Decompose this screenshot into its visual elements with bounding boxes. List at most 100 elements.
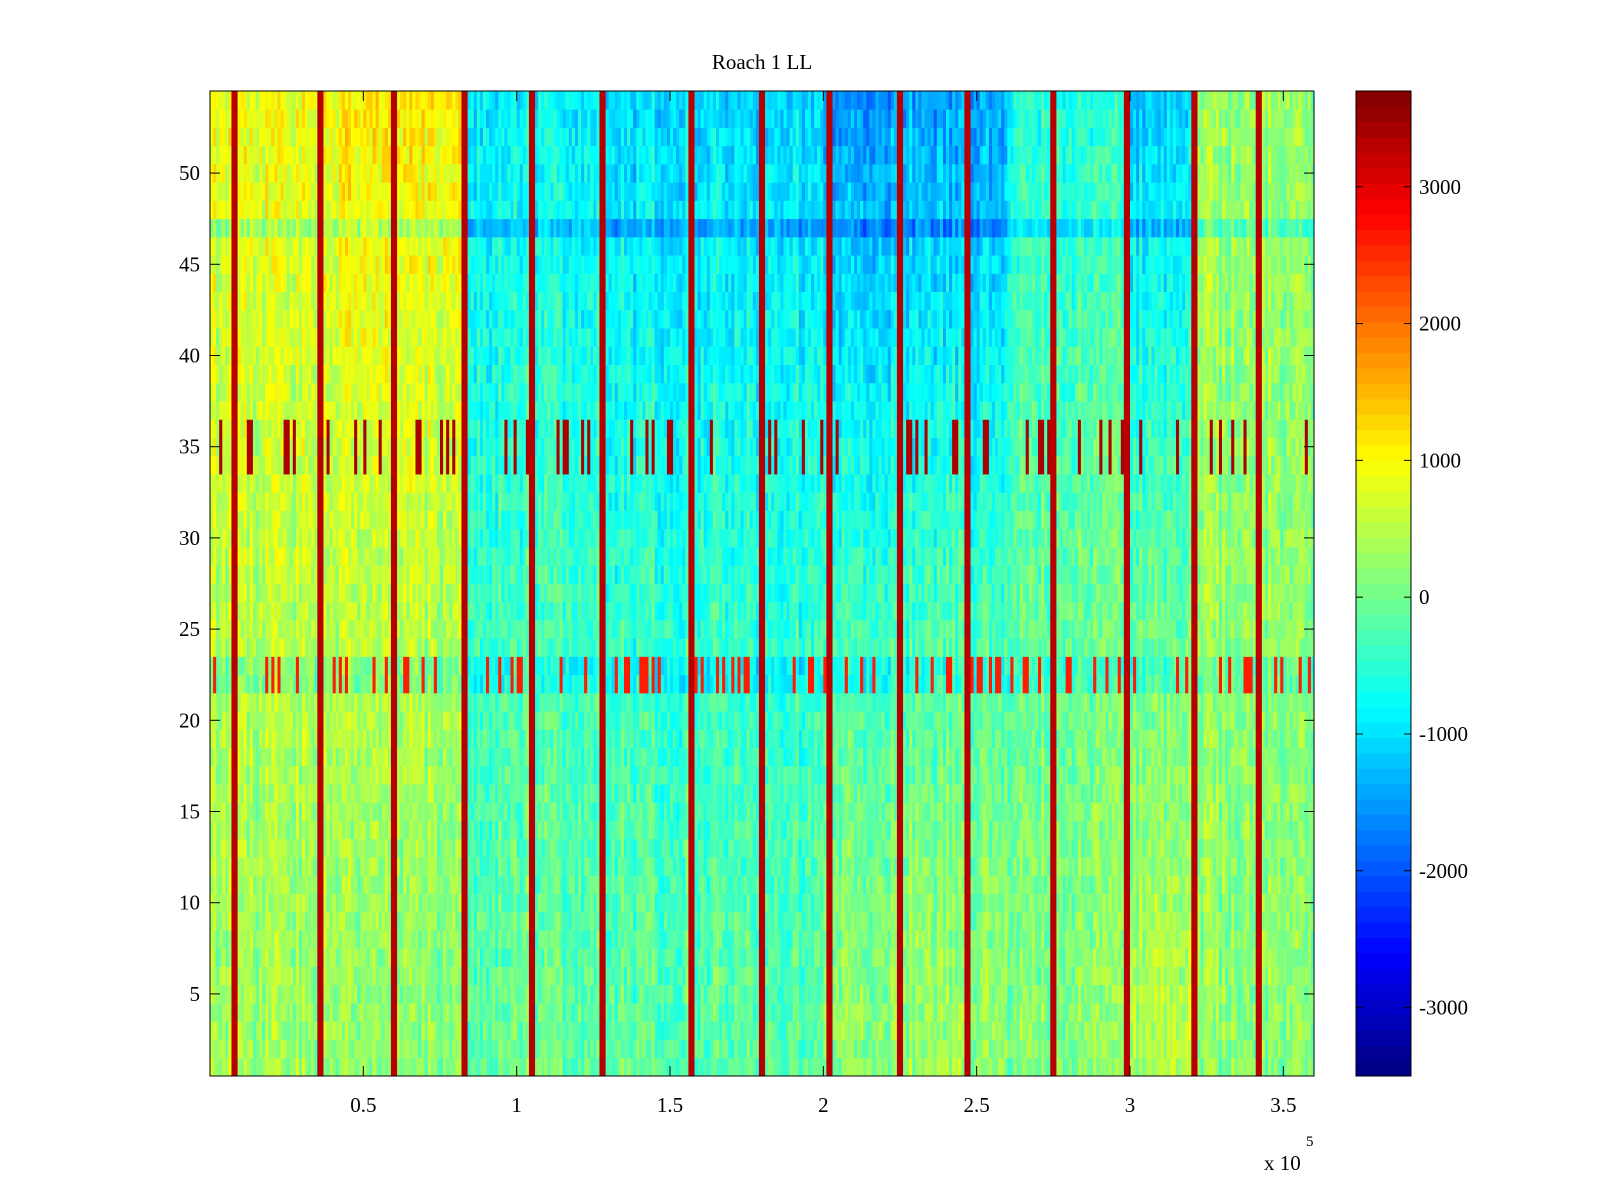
heatmap-cell — [384, 674, 389, 694]
heatmap-cell — [317, 109, 321, 128]
heatmap-cell — [369, 747, 373, 767]
heatmap-cell — [421, 747, 426, 767]
heatmap-cell — [390, 711, 395, 730]
heatmap-cell — [335, 273, 340, 293]
heatmap-cell — [243, 729, 248, 749]
heatmap-cell — [384, 437, 389, 457]
heatmap-cell — [262, 802, 266, 822]
heatmap-cell — [446, 583, 450, 603]
heatmap-cell — [461, 1003, 465, 1022]
heatmap-cell — [354, 930, 358, 949]
heatmap-cell — [305, 674, 309, 694]
heatmap-cell — [246, 346, 251, 366]
heatmap-cell — [470, 91, 475, 110]
heatmap-cell — [283, 893, 288, 913]
heatmap-cell — [268, 765, 272, 785]
heatmap-cell — [237, 948, 242, 967]
heatmap-cell — [372, 218, 376, 238]
heatmap-cell — [470, 911, 475, 931]
heatmap-cell — [335, 1003, 340, 1022]
heatmap-cell — [222, 747, 226, 767]
heatmap-cell — [219, 966, 223, 986]
heatmap-cell — [292, 492, 297, 511]
heatmap-cell — [452, 619, 456, 639]
heatmap-cell — [295, 747, 300, 767]
heatmap-cell — [323, 565, 327, 584]
heatmap-cell — [237, 638, 242, 657]
heatmap-cell — [351, 419, 355, 438]
heatmap-cell — [222, 474, 226, 493]
heatmap-cell — [246, 236, 251, 256]
heatmap-cell — [341, 674, 346, 694]
heatmap-cell — [277, 382, 281, 402]
heatmap-cell — [449, 127, 453, 147]
heatmap-cell — [225, 875, 229, 894]
heatmap-cell — [289, 291, 294, 311]
heatmap-cell — [470, 145, 475, 165]
heatmap-cell — [292, 857, 297, 876]
heatmap-cell — [482, 419, 487, 438]
heatmap-cell — [280, 565, 284, 584]
heatmap-cell — [409, 419, 413, 438]
heatmap-cell — [458, 91, 462, 110]
heatmap-cell — [354, 857, 358, 876]
heatmap-cell — [366, 382, 370, 402]
heatmap-cell — [283, 601, 288, 621]
heatmap-cell — [283, 382, 288, 402]
heatmap-cell — [470, 291, 475, 311]
heatmap-cell — [344, 638, 349, 657]
heatmap-cell — [259, 346, 263, 366]
heatmap-cell — [455, 547, 459, 566]
heatmap-cell — [341, 893, 346, 913]
heatmap-cell — [467, 91, 472, 110]
heatmap-cell — [335, 729, 340, 749]
heatmap-cell — [360, 163, 364, 183]
heatmap-cell — [311, 802, 315, 822]
heatmap-cell — [298, 1003, 303, 1022]
heatmap-cell — [320, 182, 324, 201]
heatmap-cell — [274, 1003, 278, 1022]
heatmap-cell — [268, 273, 272, 293]
heatmap-cell — [271, 619, 275, 639]
heatmap-cell — [295, 182, 300, 201]
heatmap-cell — [397, 91, 401, 110]
heatmap-cell — [326, 455, 330, 475]
heatmap-cell — [455, 474, 459, 493]
heatmap-cell — [378, 91, 383, 110]
heatmap-cell — [219, 802, 223, 822]
heatmap-cell — [243, 857, 248, 876]
heatmap-cell — [302, 601, 306, 621]
heatmap-cell — [366, 109, 370, 128]
heatmap-cell — [381, 656, 386, 676]
heatmap-cell — [473, 182, 478, 201]
heatmap-cell — [384, 784, 389, 803]
heatmap-cell — [492, 875, 496, 894]
heatmap-cell — [427, 547, 432, 566]
heatmap-cell — [246, 838, 251, 858]
heatmap-cell — [225, 784, 229, 803]
heatmap-cell — [268, 784, 272, 803]
heatmap-cell — [348, 747, 352, 767]
heatmap-cell — [394, 875, 398, 894]
heatmap-cell — [289, 619, 294, 639]
heatmap-cell — [427, 109, 432, 128]
heatmap-cell — [305, 1021, 309, 1040]
heatmap-cell — [394, 565, 398, 584]
heatmap-cell — [289, 765, 294, 785]
heatmap-cell — [249, 510, 254, 530]
heatmap-cell — [277, 328, 281, 347]
heatmap-cell — [240, 583, 245, 603]
heatmap-cell — [443, 255, 447, 274]
heatmap-cell — [403, 820, 407, 840]
heatmap-cell — [295, 328, 300, 347]
heatmap-cell — [415, 565, 419, 584]
heatmap-cell — [252, 455, 257, 475]
heatmap-cell — [216, 747, 220, 767]
heatmap-cell — [473, 765, 478, 785]
heatmap-cell — [387, 1039, 392, 1059]
heatmap-cell — [440, 127, 444, 147]
heatmap-cell — [283, 838, 288, 858]
heatmap-cell — [249, 729, 254, 749]
heatmap-cell — [274, 948, 278, 967]
heatmap-cell — [479, 1021, 484, 1040]
